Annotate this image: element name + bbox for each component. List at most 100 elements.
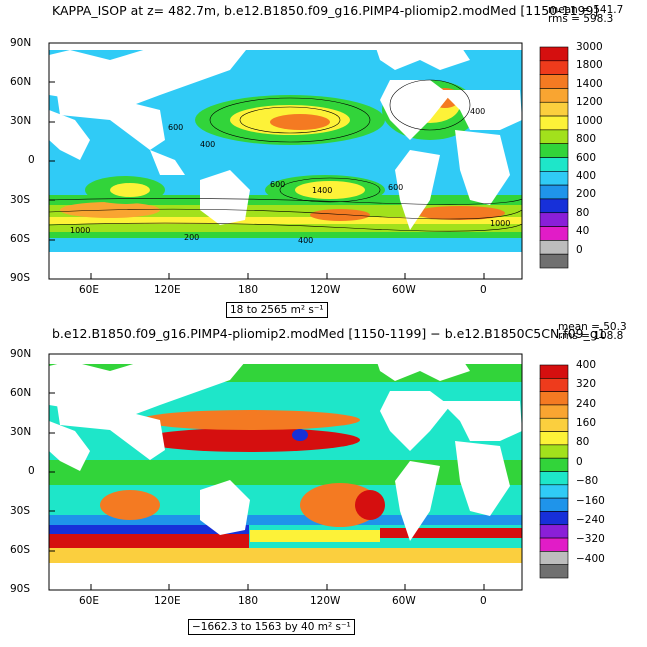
bottom-colorbar-swatch (539, 457, 569, 472)
bottom-colorbar-label: 320 (576, 378, 597, 391)
bottom-colorbar-swatch (539, 537, 569, 552)
top-colorbar-label: 1800 (576, 59, 603, 72)
bottom-panel-rms: rms = 108.8 (558, 330, 624, 342)
bottom-colorbar-swatch (539, 364, 569, 379)
bottom-colorbar-swatch (539, 564, 569, 579)
bottom-colorbar-swatch (539, 551, 569, 565)
bottom-colorbar-swatch (539, 417, 569, 432)
bottom-colorbar-swatch (539, 391, 569, 406)
top-colorbar-label: 600 (576, 151, 597, 164)
bottom-lat-label: 30S (10, 505, 31, 517)
bottom-colorbar-label: −80 (576, 475, 599, 488)
top-colorbar-swatch (539, 60, 569, 75)
top-contour-label: 400 (298, 236, 313, 245)
bottom-colorbar-swatch (539, 497, 569, 512)
bottom-colorbar-swatch (539, 444, 569, 459)
top-range-label: 18 to 2565 m² s⁻¹ (226, 302, 328, 318)
top-contour-label: 600 (168, 123, 183, 132)
top-lat-label: 90S (10, 272, 31, 284)
top-lon-label: 0 (480, 284, 487, 296)
top-colorbar-swatch (539, 253, 569, 269)
top-colorbar-label: 1000 (576, 114, 603, 127)
top-colorbar-swatch (539, 46, 569, 62)
top-colorbar-label: 1400 (576, 77, 603, 90)
bottom-lat-label: 60S (10, 544, 31, 556)
top-contour-label: 400 (470, 107, 485, 116)
top-colorbar-swatch (539, 240, 569, 255)
bottom-colorbar-swatch (539, 471, 569, 486)
top-contour-label: 600 (388, 183, 403, 192)
bottom-colorbar-swatch (539, 431, 569, 446)
top-lat-label: 90N (10, 37, 32, 49)
top-colorbar-swatch (539, 171, 569, 186)
top-colorbar-swatch (539, 157, 569, 172)
top-lat-label: 60S (10, 233, 31, 245)
top-contour-label: 600 (270, 180, 285, 189)
top-lat-label: 30N (10, 115, 32, 127)
bottom-lat-label: 90N (10, 348, 32, 360)
bottom-lon-label: 0 (480, 595, 487, 607)
bottom-colorbar-label: −240 (576, 513, 605, 526)
bottom-lon-label: 120W (310, 595, 341, 607)
top-lat-label: 30S (10, 194, 31, 206)
bottom-antarctica-land (49, 563, 522, 590)
bottom-lon-label: 120E (154, 595, 181, 607)
top-lat-label: 60N (10, 76, 32, 88)
top-lon-label: 120E (154, 284, 181, 296)
bottom-colorbar-label: 400 (576, 359, 597, 371)
top-colorbar-label: 80 (576, 206, 590, 219)
top-colorbar-swatch (539, 88, 569, 103)
bottom-colorbar-swatch (539, 511, 569, 526)
bottom-panel-title: b.e12.B1850.f09_g16.PIMP4-pliomip2.modMe… (52, 326, 606, 341)
bottom-colorbar-label: −400 (576, 552, 605, 565)
top-colorbar-swatch (539, 101, 569, 117)
bottom-colorbar-label: −160 (576, 494, 605, 507)
top-colorbar-swatch (539, 115, 569, 131)
top-panel-rms: rms = 598.3 (548, 13, 614, 25)
bottom-colorbar-swatch (539, 404, 569, 419)
top-contour-label: 1000 (490, 219, 510, 228)
bottom-lat-label: 90S (10, 583, 31, 595)
bottom-colorbar-label: 240 (576, 397, 597, 410)
bottom-colorbar-label: 160 (576, 417, 597, 430)
top-contour-label: 1000 (70, 226, 90, 235)
top-map: 600 400 600 1400 1000 1000 400 600 400 2… (49, 43, 522, 279)
bottom-lat-label: 30N (10, 426, 32, 438)
top-colorbar-swatch (539, 143, 569, 158)
top-colorbar-swatch (539, 74, 569, 89)
top-colorbar-label: 200 (576, 188, 597, 201)
bottom-panel-mean: mean = 50.3 (558, 321, 627, 333)
top-colorbar-swatch (539, 184, 569, 200)
top-contour-label: 200 (184, 233, 199, 242)
bottom-colorbar-swatch (539, 378, 569, 392)
top-colorbar-swatch (539, 226, 569, 241)
top-lat-label: 0 (28, 154, 35, 166)
bottom-lon-label: 180 (238, 595, 259, 607)
bottom-colorbar (539, 364, 569, 579)
top-colorbar-swatch (539, 198, 569, 214)
top-colorbar-swatch (539, 212, 569, 227)
top-panel-mean: mean = 541.7 (548, 4, 624, 16)
top-antarctica-land (49, 252, 522, 279)
top-colorbar (539, 46, 569, 269)
bottom-lat-label: 0 (28, 465, 35, 477)
bottom-colorbar-label: 80 (576, 436, 590, 449)
bottom-colorbar-label: 0 (576, 455, 583, 468)
top-colorbar-label: 400 (576, 169, 597, 182)
bottom-colorbar-label: −320 (576, 533, 605, 546)
top-lon-label: 180 (238, 284, 259, 296)
top-lon-label: 60W (392, 284, 416, 296)
bottom-colorbar-swatch (539, 484, 569, 499)
top-panel-title: KAPPA_ISOP at z= 482.7m, b.e12.B1850.f09… (52, 3, 599, 18)
bottom-map (49, 354, 522, 590)
bottom-lon-label: 60W (392, 595, 416, 607)
bottom-range-label: −1662.3 to 1563 by 40 m² s⁻¹ (188, 619, 355, 635)
bottom-lat-label: 60N (10, 387, 32, 399)
top-colorbar-label: 1200 (576, 96, 603, 109)
top-colorbar-label: 800 (576, 133, 597, 146)
bottom-colorbar-swatch (539, 524, 569, 539)
top-colorbar-label: 3000 (576, 41, 603, 53)
bottom-lon-label: 60E (79, 595, 99, 607)
top-lon-label: 120W (310, 284, 341, 296)
